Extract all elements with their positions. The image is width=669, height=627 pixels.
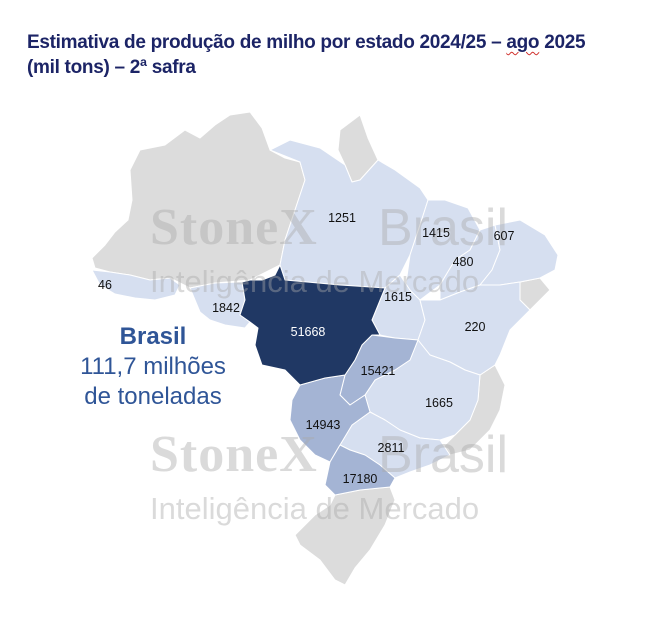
brazil-total-callout: Brasil 111,7 milhões de toneladas: [58, 322, 248, 412]
state-label-mt: 51668: [290, 325, 326, 339]
state-am-rr: [91, 111, 306, 289]
state-pr[interactable]: [324, 444, 396, 496]
chart-title: Estimativa de produção de milho por esta…: [27, 30, 657, 80]
state-label-mg: 1665: [425, 396, 453, 410]
title-line1-post: 2025: [539, 32, 586, 53]
state-label-ms: 14943: [305, 418, 341, 432]
state-label-ce: 607: [493, 229, 515, 243]
title-line2: (mil tons) – 2ª safra: [27, 57, 196, 78]
title-line1-pre: Estimativa de produção de milho por esta…: [27, 32, 507, 53]
state-sc-rs: [294, 486, 396, 586]
state-label-ro: 1842: [212, 301, 240, 315]
state-ac[interactable]: [91, 269, 181, 301]
state-label-go: 15421: [360, 364, 396, 378]
state-ce-ne[interactable]: [479, 219, 559, 286]
state-label-ac: 46: [98, 278, 112, 292]
state-label-sp: 2811: [377, 441, 405, 455]
total-unit: de toneladas: [84, 383, 222, 410]
total-label: Brasil: [119, 323, 187, 350]
state-mt[interactable]: [239, 264, 386, 386]
state-ro[interactable]: [189, 281, 251, 329]
state-label-ma: 1415: [422, 226, 450, 240]
state-label-to: 1615: [384, 290, 412, 304]
state-ms[interactable]: [289, 374, 371, 463]
state-label-pi: 480: [452, 255, 474, 269]
title-line1-ago: ago: [506, 32, 540, 53]
total-value: 111,7 milhões: [80, 353, 226, 380]
state-label-pr: 17180: [342, 472, 378, 486]
state-label-pa: 1251: [328, 211, 356, 225]
state-label-ba: 220: [464, 320, 486, 334]
